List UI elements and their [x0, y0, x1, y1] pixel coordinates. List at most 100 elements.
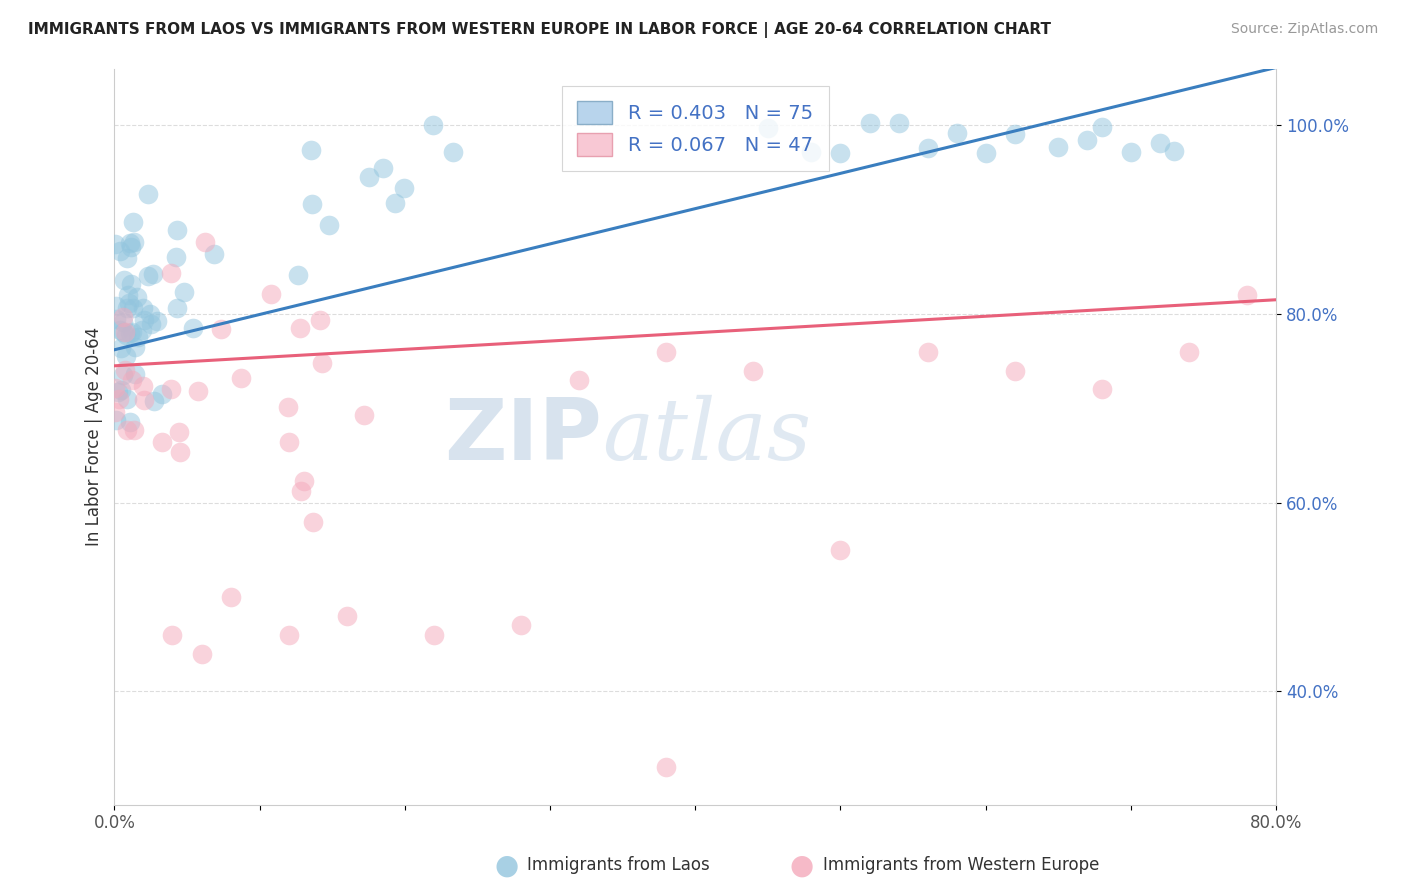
Point	[1004, 363, 1026, 377]
Point	[142, 267, 165, 281]
Point	[318, 218, 340, 232]
Point	[132, 301, 155, 316]
Point	[139, 317, 162, 331]
Text: Immigrants from Western Europe: Immigrants from Western Europe	[823, 856, 1099, 874]
Point	[114, 325, 136, 339]
Point	[122, 423, 145, 437]
Point	[260, 286, 283, 301]
Point	[120, 415, 142, 429]
Point	[371, 161, 394, 175]
Text: atlas: atlas	[602, 395, 811, 478]
Point	[122, 235, 145, 250]
Point	[858, 116, 880, 130]
Point	[655, 344, 678, 359]
Point	[336, 608, 359, 623]
Point	[114, 363, 136, 377]
Point	[287, 268, 309, 282]
Point	[124, 367, 146, 381]
Point	[974, 146, 997, 161]
Point	[166, 301, 188, 315]
Point	[299, 144, 322, 158]
Point	[138, 307, 160, 321]
Point	[568, 373, 591, 387]
Point	[422, 118, 444, 132]
Point	[121, 326, 143, 340]
Text: Immigrants from Laos: Immigrants from Laos	[527, 856, 710, 874]
Point	[392, 181, 415, 195]
Point	[1178, 344, 1201, 359]
Point	[115, 392, 138, 406]
Point	[167, 425, 190, 439]
Point	[800, 145, 823, 159]
Point	[830, 542, 852, 557]
Point	[120, 277, 142, 291]
Point	[359, 169, 381, 184]
Legend: R = 0.403   N = 75, R = 0.067   N = 47: R = 0.403 N = 75, R = 0.067 N = 47	[562, 86, 828, 171]
Point	[117, 288, 139, 302]
Text: ZIP: ZIP	[444, 395, 602, 478]
Point	[120, 240, 142, 254]
Point	[219, 590, 242, 604]
Point	[162, 628, 184, 642]
Point	[1091, 120, 1114, 135]
Point	[105, 312, 128, 326]
Point	[742, 363, 765, 377]
Point	[231, 370, 253, 384]
Point	[117, 423, 139, 437]
Point	[302, 515, 325, 529]
Point	[278, 435, 301, 450]
Point	[134, 393, 156, 408]
Y-axis label: In Labor Force | Age 20-64: In Labor Force | Age 20-64	[86, 327, 103, 546]
Point	[353, 408, 375, 422]
Point	[111, 315, 134, 329]
Point	[107, 384, 129, 399]
Text: ●: ●	[789, 851, 814, 880]
Point	[105, 299, 128, 313]
Point	[115, 251, 138, 265]
Point	[887, 116, 910, 130]
Point	[104, 381, 127, 395]
Text: ●: ●	[494, 851, 519, 880]
Point	[187, 384, 209, 399]
Point	[110, 384, 132, 398]
Point	[510, 618, 533, 632]
Point	[290, 484, 312, 499]
Point	[423, 628, 446, 642]
Point	[111, 368, 134, 383]
Point	[121, 373, 143, 387]
Point	[165, 251, 187, 265]
Point	[1163, 144, 1185, 158]
Point	[131, 323, 153, 337]
Point	[441, 145, 464, 159]
Point	[1076, 133, 1098, 147]
Point	[1119, 145, 1142, 160]
Point	[114, 349, 136, 363]
Point	[190, 647, 212, 661]
Point	[121, 301, 143, 315]
Point	[118, 296, 141, 310]
Point	[301, 196, 323, 211]
Point	[945, 126, 967, 140]
Point	[134, 313, 156, 327]
Point	[166, 223, 188, 237]
Point	[1004, 127, 1026, 141]
Point	[384, 195, 406, 210]
Point	[655, 760, 678, 774]
Point	[143, 393, 166, 408]
Point	[917, 344, 939, 359]
Point	[115, 328, 138, 343]
Point	[115, 301, 138, 315]
Text: IMMIGRANTS FROM LAOS VS IMMIGRANTS FROM WESTERN EUROPE IN LABOR FORCE | AGE 20-6: IMMIGRANTS FROM LAOS VS IMMIGRANTS FROM …	[28, 22, 1052, 38]
Point	[150, 387, 173, 401]
Point	[136, 269, 159, 284]
Point	[202, 247, 225, 261]
Point	[110, 341, 132, 355]
Point	[173, 285, 195, 300]
Point	[108, 323, 131, 337]
Point	[277, 628, 299, 642]
Point	[194, 235, 217, 250]
Point	[917, 141, 939, 155]
Point	[136, 187, 159, 202]
Point	[108, 392, 131, 407]
Point	[112, 310, 135, 324]
